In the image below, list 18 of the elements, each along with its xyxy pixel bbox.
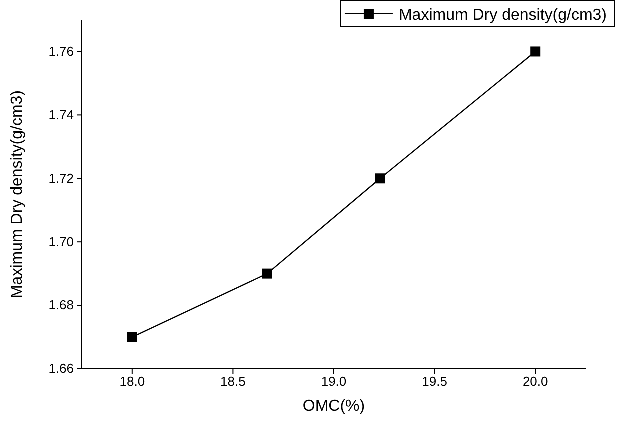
y-tick-label: 1.68 [48, 298, 74, 313]
x-tick-label: 19.0 [321, 374, 347, 390]
y-tick-label: 1.76 [48, 44, 74, 59]
x-tick-label: 19.5 [422, 374, 448, 390]
y-tick-label: 1.70 [48, 234, 74, 250]
point [127, 332, 138, 342]
x-tick-label: 20.0 [522, 374, 548, 390]
y-tick-label: 1.66 [48, 361, 74, 376]
x-tick-label: 18.5 [220, 374, 246, 390]
y-tick-label: 1.72 [48, 170, 74, 186]
x-axis-title: OMC(%) [302, 398, 366, 415]
legend-label: Maximum Dry density(g/cm3) [398, 7, 607, 24]
y-tick-label: 1.74 [48, 107, 74, 122]
point [262, 268, 272, 279]
point [375, 174, 386, 184]
y-axis-title: Maximum Dry density(g/cm3) [9, 90, 26, 299]
x-tick-label: 18.0 [120, 374, 146, 390]
point [530, 46, 541, 57]
